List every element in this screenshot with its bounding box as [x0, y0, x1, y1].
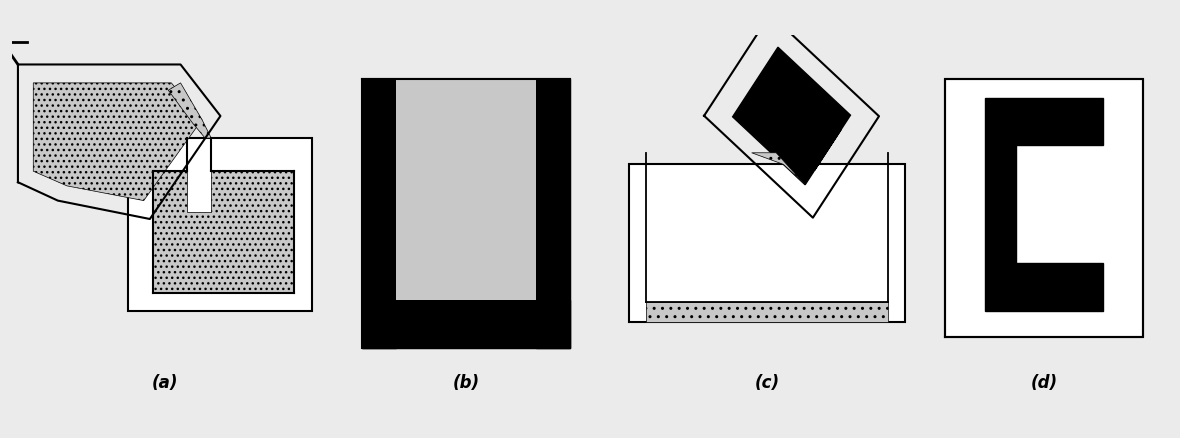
Bar	[362, 79, 396, 348]
Polygon shape	[33, 83, 202, 201]
Polygon shape	[169, 83, 211, 138]
Text: (b): (b)	[453, 374, 479, 392]
Text: (d): (d)	[1031, 374, 1057, 392]
Polygon shape	[153, 171, 294, 293]
Text: (a): (a)	[152, 374, 178, 392]
Bar	[629, 164, 905, 322]
Bar	[645, 302, 889, 322]
PathPatch shape	[733, 47, 851, 185]
Bar	[129, 138, 313, 311]
Bar	[945, 79, 1143, 337]
Polygon shape	[752, 153, 805, 185]
Polygon shape	[396, 79, 536, 300]
Text: (c): (c)	[754, 374, 780, 392]
Polygon shape	[985, 98, 1103, 311]
Bar	[362, 300, 570, 348]
Bar	[362, 79, 570, 348]
Bar	[536, 79, 570, 348]
